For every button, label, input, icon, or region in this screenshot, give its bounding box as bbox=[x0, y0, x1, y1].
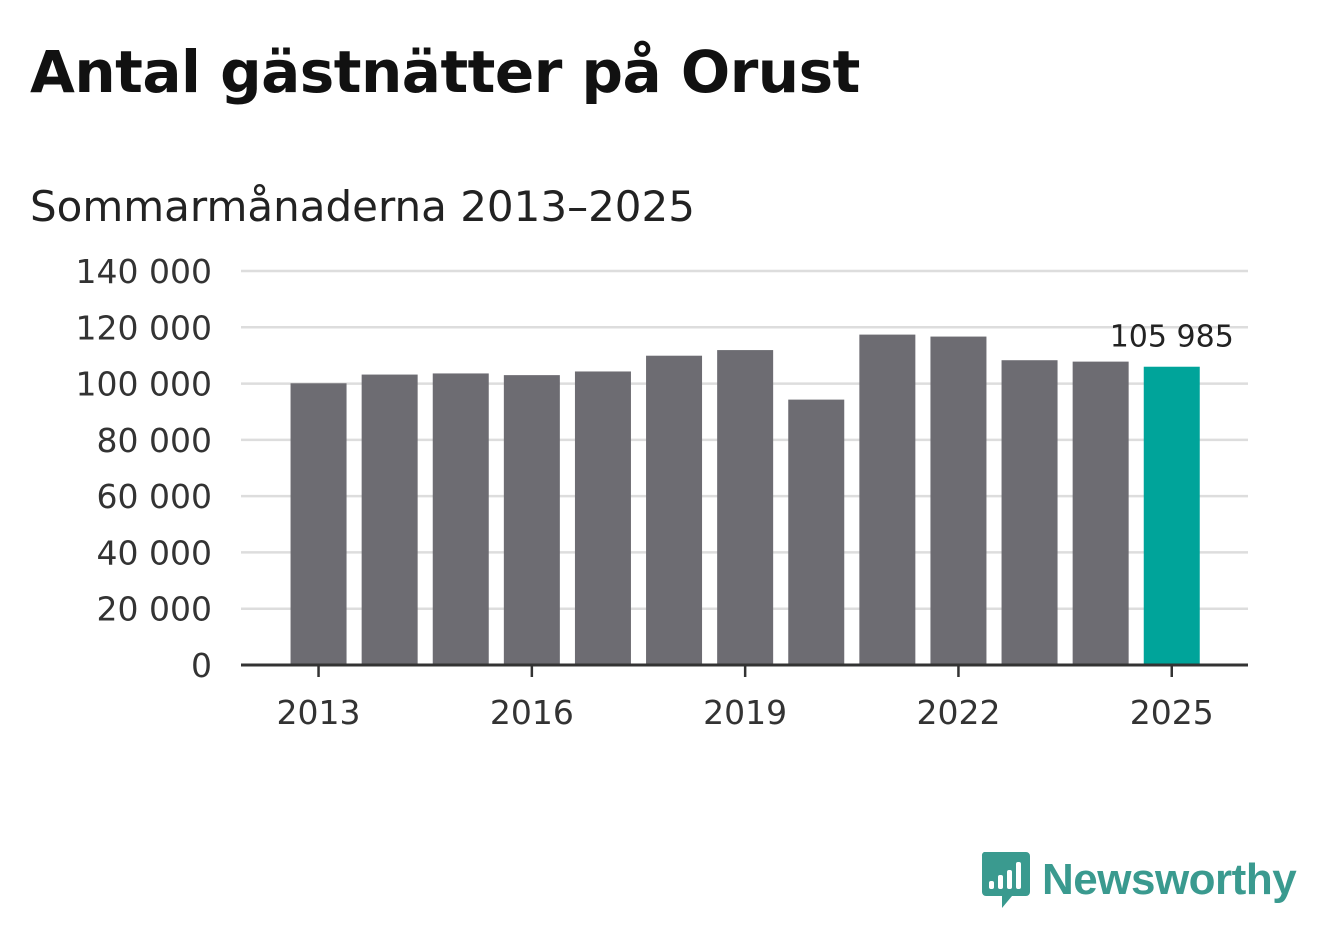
y-tick-label: 0 bbox=[191, 646, 212, 685]
bar bbox=[930, 336, 987, 665]
chart-title: Antal gästnätter på Orust bbox=[30, 38, 860, 106]
brand-name: Newsworthy bbox=[1042, 855, 1297, 904]
y-tick-label: 120 000 bbox=[76, 308, 212, 347]
x-tick-label: 2025 bbox=[1130, 693, 1214, 732]
bar bbox=[574, 371, 631, 665]
y-tick-label: 20 000 bbox=[97, 590, 212, 629]
bar bbox=[788, 399, 845, 665]
x-tick-label: 2022 bbox=[916, 693, 1000, 732]
brand-logo: Newsworthy bbox=[980, 850, 1297, 910]
bar bbox=[717, 350, 774, 665]
bar bbox=[646, 355, 703, 665]
bar bbox=[1143, 366, 1200, 665]
bar bbox=[1072, 361, 1129, 665]
bar bbox=[859, 334, 916, 665]
y-tick-label: 60 000 bbox=[97, 477, 212, 516]
x-tick-label: 2019 bbox=[703, 693, 787, 732]
bar bbox=[290, 383, 347, 665]
bar bbox=[1001, 360, 1058, 665]
y-tick-label: 40 000 bbox=[97, 533, 212, 572]
newsworthy-logo-icon bbox=[981, 852, 1030, 908]
x-tick-label: 2013 bbox=[277, 693, 361, 732]
y-tick-label: 80 000 bbox=[97, 421, 212, 460]
y-tick-label: 140 000 bbox=[76, 252, 212, 291]
data-label: 105 985 bbox=[1110, 320, 1234, 355]
bar-chart: 0 20 000 40 000 60 000 80 000 100 000 120 000 1… bbox=[76, 252, 1248, 732]
chart-subtitle: Sommarmånaderna 2013–2025 bbox=[30, 182, 695, 231]
x-tick-label: 2016 bbox=[490, 693, 574, 732]
bar bbox=[503, 375, 560, 665]
bar bbox=[361, 374, 418, 665]
y-tick-label: 100 000 bbox=[76, 365, 212, 404]
bar bbox=[432, 373, 489, 665]
